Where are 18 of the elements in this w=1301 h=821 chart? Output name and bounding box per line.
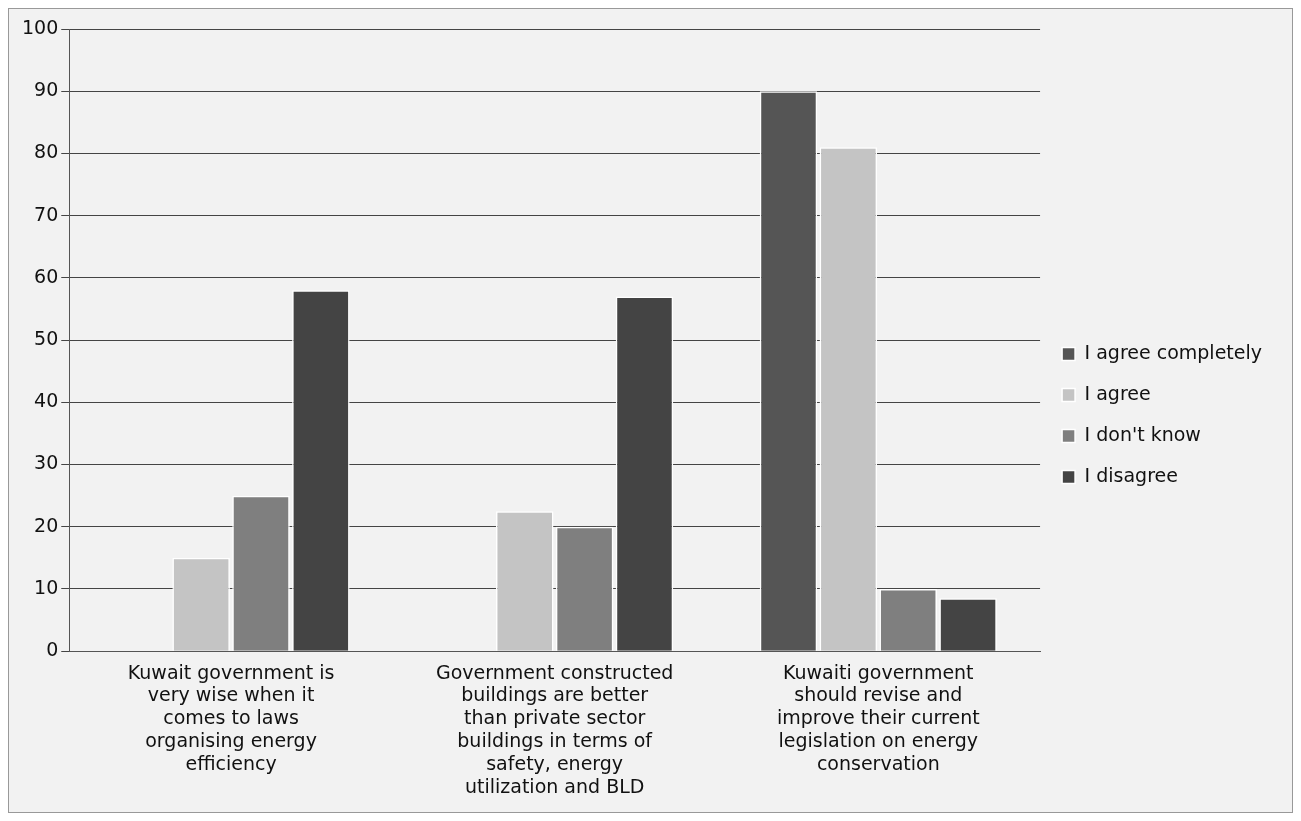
y-tick-label: 30 <box>34 451 59 474</box>
legend-label: I agree completely <box>1084 340 1263 363</box>
y-tick-label: 20 <box>34 513 59 536</box>
y-tick-label: 0 <box>46 638 59 661</box>
legend-label: I agree <box>1084 381 1151 404</box>
y-tick-label: 100 <box>22 15 59 38</box>
y-tick-label: 90 <box>34 78 59 101</box>
y-tick-label: 10 <box>34 575 59 598</box>
x-tick-label: Kuwait government is very wise when it comes to laws organising energy efficiency <box>127 660 335 774</box>
y-tick-label: 40 <box>34 389 59 412</box>
x-tick-label: Government constructed buildings are better than private sector buildings in terms of safety, energy utilization and BLD <box>435 660 674 797</box>
x-tick-label: Kuwaiti government should revise and improve their current legislation on energy conservation <box>776 660 980 774</box>
y-tick-label: 70 <box>34 202 59 225</box>
y-tick-label: 50 <box>34 327 59 350</box>
y-tick-label: 80 <box>34 140 59 163</box>
legend-label: I disagree <box>1084 463 1178 486</box>
legend-label: I don't know <box>1084 422 1201 445</box>
y-tick-label: 60 <box>34 264 59 287</box>
